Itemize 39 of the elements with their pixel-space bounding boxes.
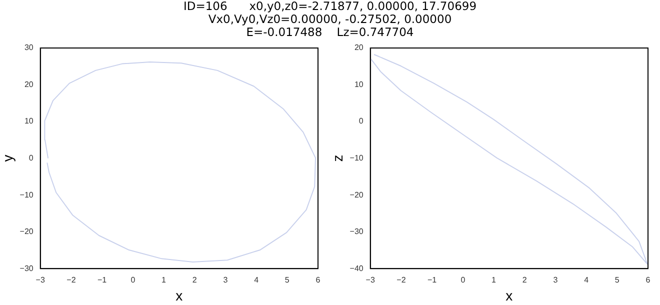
y-axis-title: y [0,154,16,162]
x-tick-label: 1 [162,276,167,285]
x-tick-label: 1 [492,276,497,285]
x-tick-label: 5 [284,276,290,285]
x-tick-label: −1 [428,276,438,285]
x-tick-label: 2 [192,276,198,285]
y-tick-label: 0 [28,154,34,163]
x-tick-label: 4 [254,276,260,285]
x-tick-label: 0 [460,276,466,285]
y-tick-label: −30 [350,227,364,236]
chart-title: ID=106 x0,y0,z0=-2.71877, 0.00000, 17.70699 Vx0,Vy0,Vz0=0.00000, -0.27502, 0.00000 E=-0.017488 Lz=0.747704 [182,0,478,39]
x-tick-label: 3 [223,276,228,285]
y-tick-label: −30 [20,264,34,273]
y-tick-label: 10 [354,80,364,89]
y-tick-label: −20 [20,227,34,236]
x-tick-label: 5 [614,276,620,285]
y-tick-label: −10 [350,154,364,163]
x-tick-label: −1 [98,276,108,285]
x-tick-label: 4 [584,276,590,285]
x-tick-label: 0 [130,276,136,285]
y-axis-title: z [329,154,346,162]
x-tick-label: 6 [646,276,651,285]
x-tick-label: −2 [396,276,406,285]
y-tick-label: 20 [354,43,364,52]
x-tick-label: −2 [66,276,76,285]
y-tick-label: 0 [358,116,364,126]
x-tick-label: −3 [366,276,376,285]
x-tick-label: 2 [522,276,528,285]
y-tick-label: 30 [24,43,34,52]
y-tick-label: −20 [350,190,364,200]
x-tick-label: −3 [36,276,46,285]
y-tick-label: 10 [24,116,34,126]
x-tick-label: 6 [316,276,321,285]
y-tick-label: −40 [350,264,364,273]
y-tick-label: −10 [20,190,34,200]
y-tick-label: 20 [24,80,34,89]
x-axis-title: x [176,287,183,304]
x-tick-label: 3 [553,276,558,285]
x-axis-title: x [506,287,513,304]
